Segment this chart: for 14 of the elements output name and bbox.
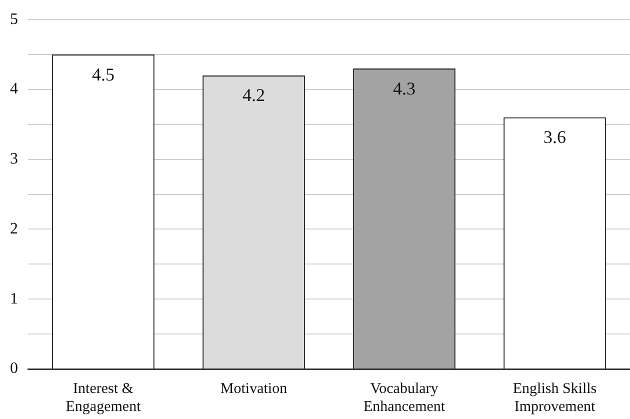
y-tick-label: 2 bbox=[10, 220, 18, 238]
data-label: 4.3 bbox=[393, 78, 416, 98]
y-tick-label: 0 bbox=[10, 360, 18, 378]
y-tick-label: 5 bbox=[10, 10, 18, 28]
x-tick-label: Motivation bbox=[220, 380, 288, 397]
x-tick-label: Vocabulary Enhancement bbox=[363, 380, 446, 415]
x-tick-label: Interest & Engagement bbox=[66, 380, 142, 415]
data-label: 4.5 bbox=[92, 64, 114, 84]
data-label: 4.2 bbox=[242, 85, 265, 106]
x-tick-label: English Skills Improvement bbox=[512, 380, 597, 415]
y-tick-label: 4 bbox=[10, 80, 18, 98]
data-label: 3.6 bbox=[544, 127, 566, 148]
y-tick-label: 3 bbox=[10, 150, 18, 168]
y-tick-label: 1 bbox=[10, 290, 18, 308]
